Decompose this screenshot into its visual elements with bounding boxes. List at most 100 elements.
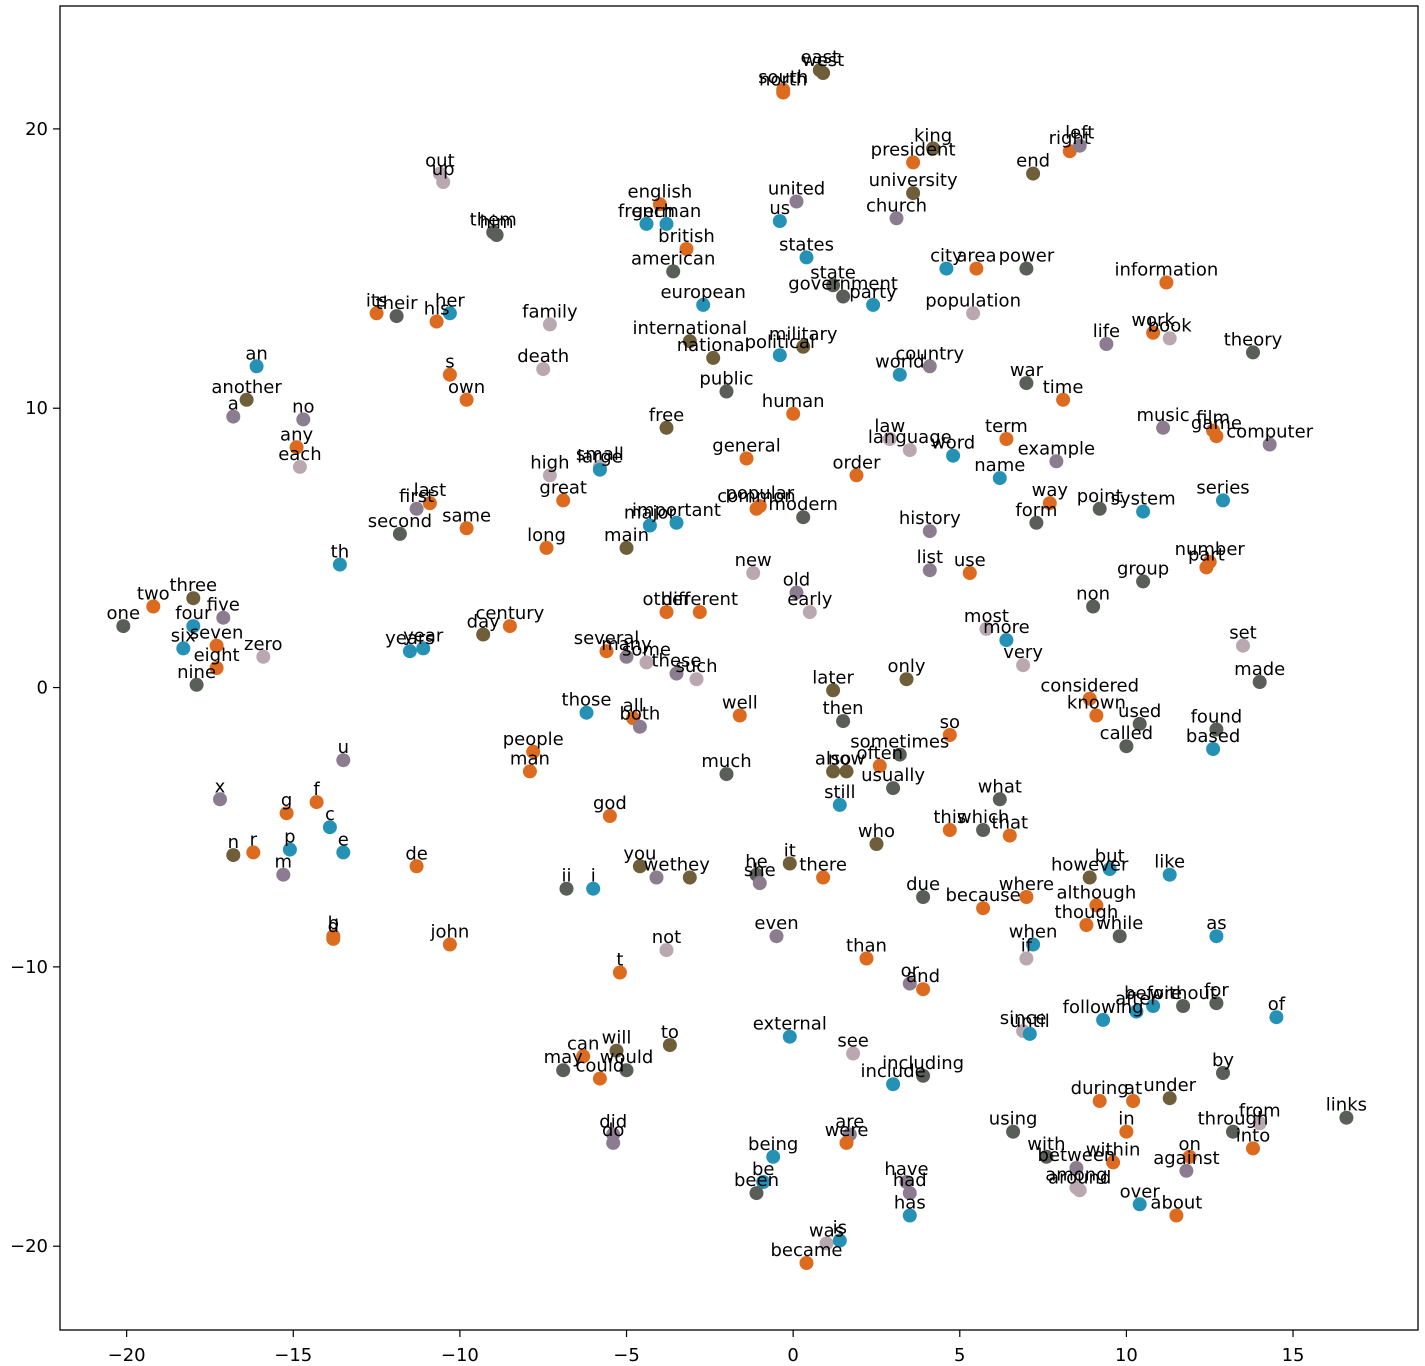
point-external: [782, 1029, 797, 1044]
label-some: some: [622, 639, 671, 660]
label-see: see: [837, 1031, 869, 1052]
label-then: then: [823, 698, 864, 719]
point-th: [332, 557, 347, 572]
point-of: [1269, 1010, 1284, 1025]
point-de: [409, 859, 424, 874]
point-different: [692, 605, 707, 620]
point-human: [786, 406, 801, 421]
point-united: [789, 194, 804, 209]
point-old: [789, 585, 804, 600]
label-group: group: [1117, 558, 1169, 579]
point-year: [416, 641, 431, 656]
point-important: [669, 515, 684, 530]
label-king: king: [914, 126, 952, 147]
label-de: de: [405, 843, 428, 864]
label-two: two: [137, 584, 170, 605]
label-external: external: [753, 1014, 827, 1035]
point-language: [902, 443, 917, 458]
label-that: that: [992, 813, 1029, 834]
label-r: r: [250, 829, 258, 850]
label-include: include: [860, 1061, 925, 1082]
label-form: form: [1015, 500, 1057, 521]
point-than: [859, 951, 874, 966]
label-point: point: [1077, 486, 1123, 507]
point-see: [846, 1046, 861, 1061]
label-within: within: [1086, 1139, 1141, 1160]
label-military: military: [769, 324, 838, 345]
point-more: [999, 633, 1014, 648]
point-city: [939, 261, 954, 276]
label-she: she: [744, 860, 776, 881]
point-being: [766, 1149, 781, 1164]
point-known: [1089, 708, 1104, 723]
y-tick-label: 20: [25, 119, 48, 140]
label-very: very: [1003, 642, 1043, 663]
point-military: [796, 339, 811, 354]
label-war: war: [1010, 360, 1044, 381]
label-only: only: [887, 656, 925, 677]
label-states: states: [779, 234, 834, 255]
point-including: [916, 1068, 931, 1083]
point-british: [679, 242, 694, 256]
point-even: [769, 929, 784, 944]
label-world: world: [875, 352, 925, 373]
label-area: area: [956, 246, 996, 267]
label-another: another: [211, 377, 282, 398]
point-other: [659, 605, 674, 620]
point-a: [226, 409, 241, 424]
point-though: [1079, 918, 1094, 932]
label-after: after: [1115, 989, 1158, 1010]
point-both: [632, 719, 647, 734]
label-p: p: [284, 827, 295, 848]
label-between: between: [1037, 1145, 1115, 1166]
point-x: [213, 792, 227, 807]
point-so: [942, 728, 957, 742]
label-human: human: [762, 391, 825, 412]
point-part: [1199, 560, 1214, 575]
point-into: [1246, 1141, 1260, 1156]
label-to: to: [661, 1022, 679, 1043]
point-using: [1006, 1124, 1021, 1139]
y-tick-label: −10: [10, 957, 48, 978]
label-considered: considered: [1040, 676, 1139, 697]
label-his: his: [424, 299, 450, 320]
label-north: north: [759, 70, 807, 91]
point-main: [619, 540, 634, 555]
point-six: [176, 641, 191, 656]
label-system: system: [1111, 489, 1176, 510]
point-three: [186, 591, 201, 606]
label-found: found: [1191, 707, 1243, 728]
label-people: people: [503, 729, 564, 750]
point-eight: [209, 661, 224, 675]
label-which: which: [957, 807, 1009, 828]
label-these: these: [652, 651, 702, 672]
label-life: life: [1093, 321, 1120, 342]
label-called: called: [1100, 723, 1153, 744]
label-have: have: [884, 1159, 928, 1180]
label-population: population: [925, 290, 1021, 311]
point-c: [322, 820, 337, 835]
label-information: information: [1114, 260, 1218, 281]
label-main: main: [604, 525, 649, 546]
label-city: city: [930, 246, 963, 267]
label-years: years: [385, 628, 435, 649]
label-united: united: [768, 179, 825, 200]
label-known: known: [1067, 693, 1126, 714]
point-states: [799, 250, 814, 265]
point-before: [1146, 999, 1161, 1013]
label-president: president: [871, 139, 956, 160]
point-power: [1019, 261, 1034, 276]
label-be: be: [752, 1159, 775, 1180]
label-film: film: [1196, 408, 1230, 429]
ticks-layer: −20 −15 −10 −5 0 5 10 15 −20 −10 0 10 20: [10, 119, 1304, 1366]
label-free: free: [649, 405, 685, 426]
label-following: following: [1063, 997, 1144, 1018]
label-many: many: [601, 634, 652, 655]
label-may: may: [544, 1047, 584, 1068]
point-m: [276, 867, 291, 882]
point-still: [832, 797, 847, 812]
point-one: [116, 619, 131, 634]
label-last: last: [414, 480, 446, 501]
point-people: [526, 744, 541, 759]
